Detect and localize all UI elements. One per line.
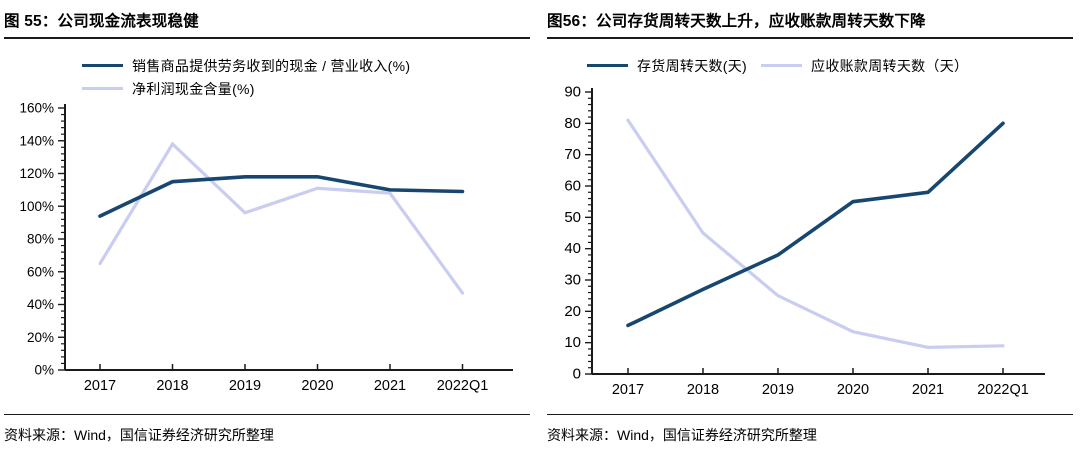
y-axis-label: 50 (564, 209, 581, 226)
x-axis-label: 2020 (837, 382, 869, 398)
y-axis-label: 10 (564, 334, 581, 351)
series-line-0 (626, 121, 1005, 328)
y-axis-label: 90 (564, 84, 581, 101)
x-axis-label: 2022Q1 (437, 378, 489, 394)
y-axis-label: 60% (27, 264, 54, 279)
figure-56-section: 图56：公司存货周转天数上升，应收账款周转天数下降 存货周转天数(天) 应收账款周… (547, 2, 1073, 454)
y-axis-label: 0% (34, 363, 54, 378)
figure-56-legend: 存货周转天数(天) 应收账款周转天数（天） (587, 55, 1073, 76)
y-axis-label: 70 (564, 146, 581, 163)
legend-label: 净利润现金含量(%) (132, 80, 255, 97)
y-axis-label: 140% (19, 133, 54, 148)
legend-line-swatch (761, 63, 803, 68)
legend-item-series-0: 存货周转天数(天) (587, 55, 747, 76)
x-axis-label: 2017 (612, 382, 644, 398)
x-axis-label: 2020 (301, 378, 333, 394)
y-axis-label: 40% (27, 297, 54, 312)
legend-label: 应收账款周转天数（天） (811, 57, 969, 74)
y-axis-label: 30 (564, 272, 581, 289)
y-axis-label: 40 (564, 240, 581, 257)
y-axis-label: 120% (19, 166, 54, 181)
legend-item-series-1: 净利润现金含量(%) (82, 78, 530, 99)
y-axis-label: 20% (27, 330, 54, 345)
legend-label: 销售商品提供劳务收到的现金 / 营业收入(%) (132, 57, 411, 74)
figure-56-plot: 0 10 20 30 40 50 60 70 80 90 2017 2018 2019 2020 2021 2… (547, 78, 1073, 398)
legend-item-series-1: 应收账款周转天数（天） (761, 55, 968, 76)
figure-55-source: 资料来源：Wind，国信证券经济研究所整理 (4, 414, 530, 445)
series-line-1 (626, 118, 1005, 349)
y-axis-label: 20 (564, 303, 581, 320)
series-line-0 (98, 174, 465, 218)
legend-item-series-0: 销售商品提供劳务收到的现金 / 营业收入(%) (82, 55, 530, 76)
series-line-1 (98, 141, 465, 295)
y-axis-label: 60 (564, 178, 581, 195)
figure-56-source: 资料来源：Wind，国信证券经济研究所整理 (547, 414, 1073, 445)
legend-line-swatch (587, 63, 628, 68)
x-axis-label: 2019 (229, 378, 261, 394)
x-axis-label: 2022Q1 (977, 382, 1029, 398)
figure-56-title: 图56：公司存货周转天数上升，应收账款周转天数下降 (547, 2, 1073, 39)
x-axis-label: 2018 (687, 382, 719, 398)
y-axis-label: 100% (19, 199, 54, 214)
y-axis-label: 160% (19, 101, 54, 116)
turnover-days-chart-svg: 0 10 20 30 40 50 60 70 80 90 2017 2018 2019 2020 2021 2… (564, 84, 1045, 398)
y-axis-label: 80 (564, 115, 581, 132)
x-axis-label: 2021 (912, 382, 944, 398)
figure-55-title: 图 55：公司现金流表现稳健 (4, 2, 530, 39)
legend-label: 存货周转天数(天) (637, 57, 748, 74)
figure-55-plot: 0% 20% 40% 60% 80% 100% 120% 140% 160% 2017 2018 20… (4, 101, 530, 401)
y-axis-label: 0 (573, 366, 581, 383)
x-axis-label: 2017 (84, 378, 116, 394)
x-axis-label: 2018 (156, 378, 188, 394)
legend-line-swatch (82, 86, 123, 91)
x-axis-label: 2021 (374, 378, 406, 394)
legend-line-swatch (82, 63, 123, 68)
y-axis-label: 80% (27, 232, 54, 247)
cash-flow-chart-svg: 0% 20% 40% 60% 80% 100% 120% 140% 160% 2017 2018 20… (19, 101, 513, 394)
x-axis-label: 2019 (762, 382, 794, 398)
figure-55-section: 图 55：公司现金流表现稳健 销售商品提供劳务收到的现金 / 营业收入(%) 净利… (4, 2, 530, 454)
figure-55-legend: 销售商品提供劳务收到的现金 / 营业收入(%) 净利润现金含量(%) (82, 55, 530, 99)
